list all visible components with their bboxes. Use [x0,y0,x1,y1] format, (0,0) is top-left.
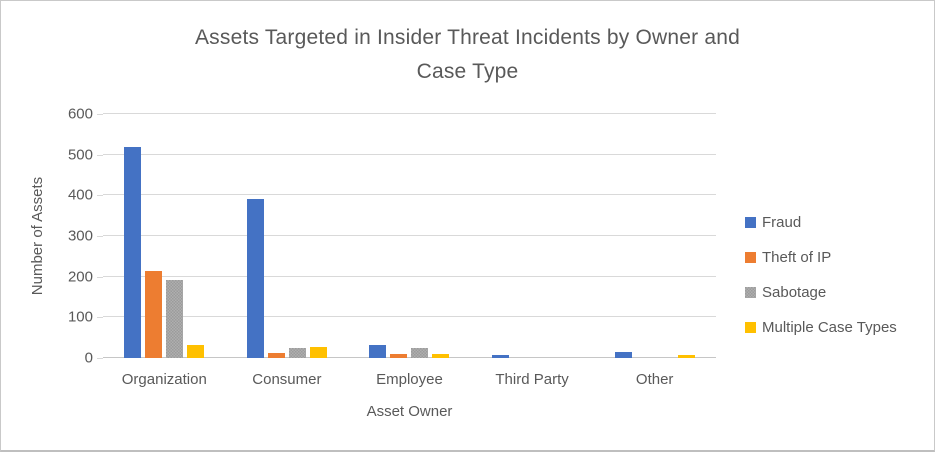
bar-fraud-consumer [246,199,264,358]
bar-sabotage-consumer [288,347,306,358]
plot-area [103,113,716,358]
legend-label-theft-of-ip: Theft of IP [762,249,832,266]
legend-swatch-multiple-case-types [745,322,756,333]
legend-swatch-theft-of-ip [745,252,756,263]
chart-title: Assets Targeted in Insider Threat Incide… [1,21,934,89]
gridline [103,113,716,114]
y-tick-label-100: 100 [67,308,93,326]
legend-item-sabotage: Sabotage [745,275,897,310]
y-tick-label-600: 600 [67,105,93,123]
y-tick-mark [97,236,103,237]
gridline [103,235,716,236]
bar-multiple-case-types-other [677,355,695,358]
y-tick-mark [97,276,103,278]
bar-theft-of-ip-organization [145,270,163,358]
chart-title-line2: Case Type [416,60,519,83]
bar-fraud-employee [369,345,387,358]
bar-theft-of-ip-employee [390,353,408,358]
legend-swatch-fraud [745,217,756,228]
y-tick-label-400: 400 [67,186,93,204]
bar-sabotage-employee [411,347,429,358]
bar-group-consumer [226,114,349,358]
x-axis-line [103,357,716,358]
gridline [103,316,716,318]
bar-group-organization [103,114,226,358]
legend-item-fraud: Fraud [745,205,897,240]
legend-label-sabotage: Sabotage [762,284,827,301]
bar-group-employee [348,114,471,358]
legend: Fraud Theft of IP Sabotage Multiple Case Ty… [745,205,897,345]
bar-fraud-other [614,351,632,358]
bar-fraud-organization [124,146,142,358]
y-tick-mark [97,195,103,197]
gridline [103,194,716,196]
bar-sabotage-organization [166,279,184,358]
gridline [103,153,716,155]
gridline [103,275,716,277]
x-tick-label-other: Other [635,371,674,388]
bar-multiple-case-types-employee [432,354,450,358]
x-tick-label-consumer: Consumer [252,371,322,388]
y-tick-label-0: 0 [84,349,93,367]
y-tick-label-500: 500 [67,146,93,164]
bar-group-other [593,114,716,358]
bar-multiple-case-types-organization [187,344,205,358]
x-tick-label-organization: Organization [121,371,207,388]
legend-label-fraud: Fraud [762,214,802,231]
y-axis: 0 100 200 300 400 500 600 [1,106,103,367]
x-axis: Organization Consumer Employee Third Party O… [103,371,716,388]
legend-swatch-sabotage [745,287,756,298]
y-tick-mark [97,154,103,156]
bar-group-third-party [471,114,594,358]
bar-fraud-third-party [492,354,510,358]
x-tick-label-employee: Employee [376,371,443,388]
y-tick-mark [97,317,103,319]
legend-item-theft-of-ip: Theft of IP [745,240,897,275]
legend-item-multiple-case-types: Multiple Case Types [745,310,897,345]
x-axis-title: Asset Owner [366,403,453,420]
y-tick-label-200: 200 [67,268,93,286]
x-tick-label-third-party: Third Party [495,371,569,388]
bar-theft-of-ip-consumer [267,352,285,358]
y-tick-mark [97,114,103,115]
chart-title-line1: Assets Targeted in Insider Threat Incide… [194,26,741,49]
y-tick-mark [97,358,103,359]
legend-label-multiple-case-types: Multiple Case Types [762,319,897,336]
bar-multiple-case-types-consumer [309,347,327,358]
y-tick-label-300: 300 [67,227,93,245]
